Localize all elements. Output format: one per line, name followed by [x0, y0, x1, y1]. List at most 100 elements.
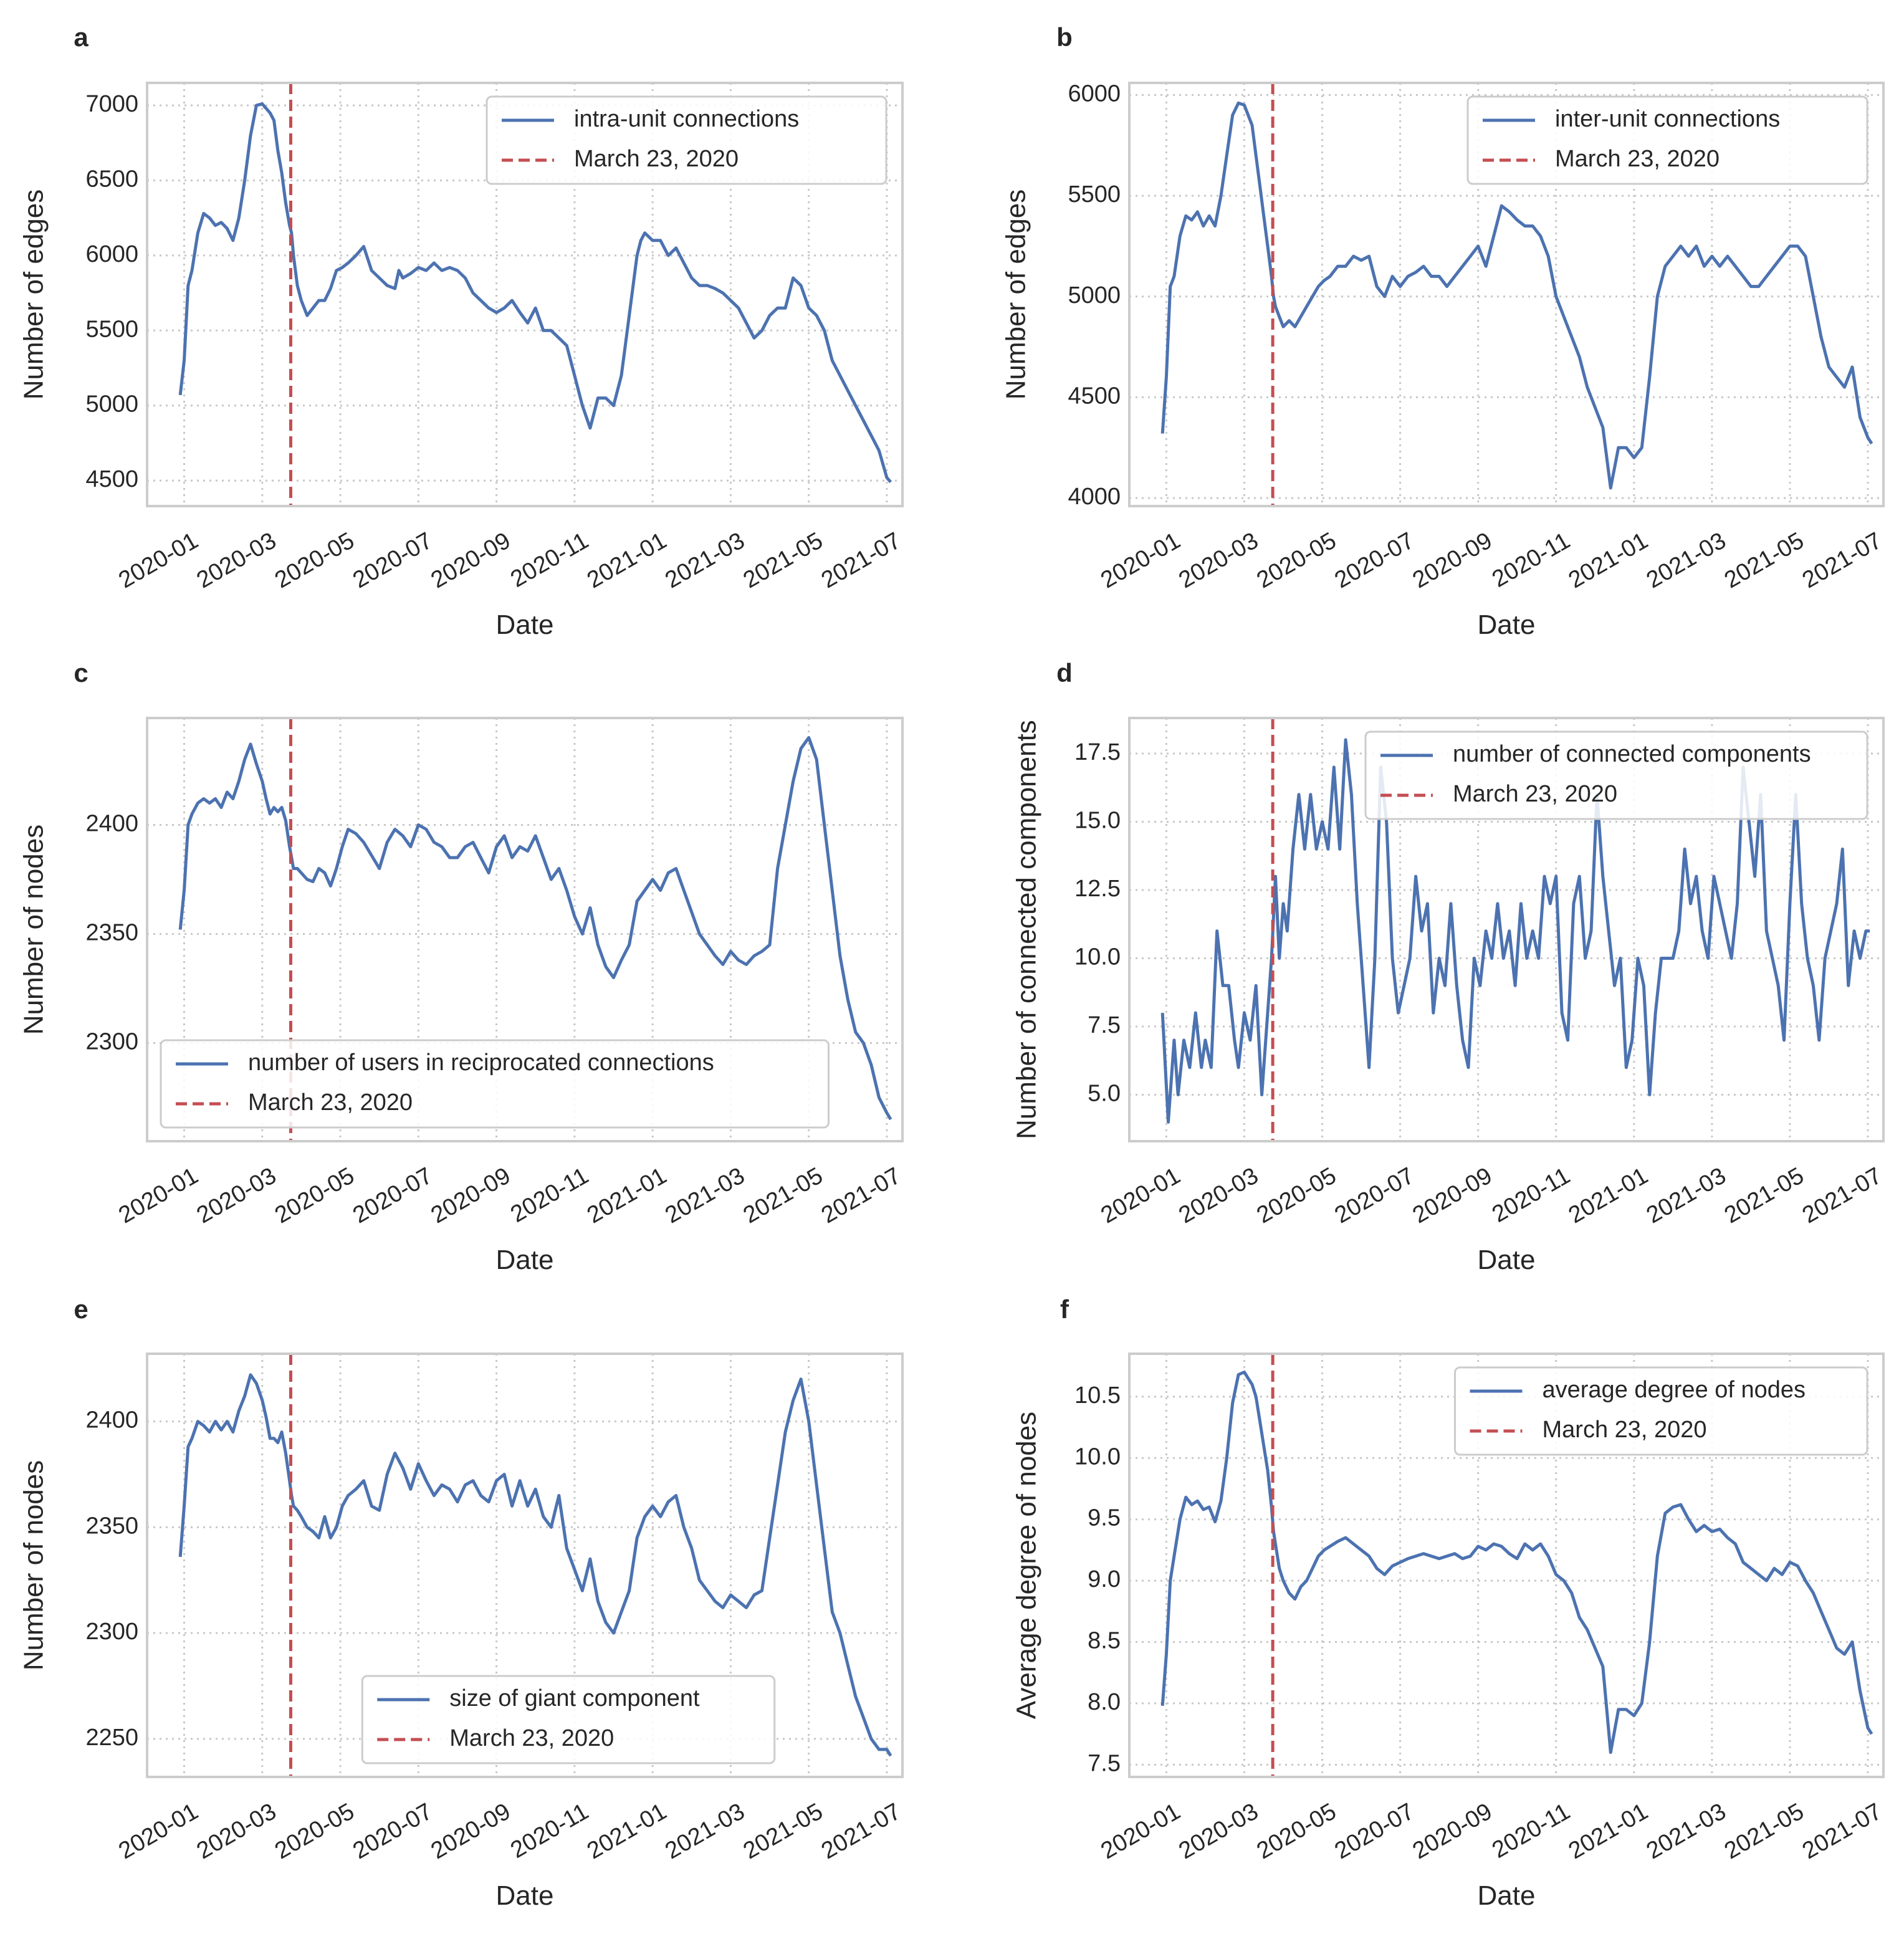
- x-tick-label: 2021-03: [1642, 1162, 1731, 1228]
- x-tick-label: 2020-07: [348, 1798, 437, 1864]
- y-tick-label: 6000: [1068, 80, 1121, 107]
- y-tick-label: 5500: [85, 316, 138, 342]
- x-tick-label: 2020-11: [506, 1798, 593, 1864]
- y-tick-label: 10.0: [1074, 1443, 1121, 1470]
- legend-event-label: March 23, 2020: [1453, 781, 1617, 807]
- y-tick-label: 2400: [85, 811, 138, 837]
- x-axis-label: Date: [1478, 610, 1536, 640]
- x-tick-label: 2020-05: [1252, 527, 1341, 593]
- y-axis-label: Number of edges: [19, 189, 49, 400]
- x-tick-label: 2021-03: [1642, 1798, 1731, 1864]
- y-tick-label: 8.5: [1088, 1628, 1121, 1654]
- legend-series-label: intra-unit connections: [574, 106, 799, 132]
- legend-series-label: size of giant component: [449, 1685, 700, 1711]
- x-tick-label: 2020-01: [1096, 527, 1185, 593]
- x-tick-label: 2021-05: [739, 527, 828, 593]
- plot-frame: [146, 82, 904, 507]
- x-tick-label: 2020-05: [270, 1162, 359, 1228]
- x-tick-label: 2021-03: [661, 1162, 749, 1228]
- x-tick-label: 2020-01: [1096, 1798, 1185, 1864]
- plot-frame: [1128, 1352, 1885, 1778]
- legend-event-label: March 23, 2020: [248, 1089, 413, 1116]
- x-tick-label: 2021-01: [583, 1798, 671, 1864]
- x-tick-label: 2020-03: [1174, 1798, 1263, 1864]
- legend-box: [1364, 730, 1868, 820]
- y-tick-label: 5000: [1068, 282, 1121, 309]
- legend-series-label: number of users in reciprocated connecti…: [248, 1050, 714, 1076]
- x-tick-label: 2020-05: [1252, 1798, 1341, 1864]
- y-tick-label: 10.5: [1074, 1382, 1121, 1409]
- legend: average degree of nodes March 23, 2020: [1454, 1366, 1868, 1456]
- x-tick-label: 2020-09: [427, 1798, 515, 1864]
- x-tick-label: 2020-07: [1331, 527, 1419, 593]
- x-tick-label: 2021-01: [1564, 1798, 1653, 1864]
- y-tick-label: 5500: [1068, 181, 1121, 208]
- panel-d: d5.07.510.012.515.017.52020-012020-03202…: [1012, 658, 1887, 1275]
- legend: intra-unit connections March 23, 2020: [486, 95, 887, 185]
- x-tick-label: 2021-05: [1720, 527, 1809, 593]
- x-tick-label: 2020-03: [1174, 527, 1263, 593]
- x-tick-label: 2020-09: [427, 1162, 515, 1228]
- x-axis-label: Date: [1478, 1245, 1536, 1275]
- y-axis-label: Average degree of nodes: [1012, 1412, 1042, 1719]
- x-tick-label: 2020-09: [427, 527, 515, 593]
- y-tick-label: 15.0: [1074, 807, 1121, 833]
- x-tick-label: 2020-03: [1174, 1162, 1263, 1228]
- x-tick-label: 2020-11: [1488, 1162, 1574, 1228]
- grid: [1129, 718, 1883, 1141]
- x-tick-label: 2020-01: [114, 527, 203, 593]
- y-tick-label: 2350: [85, 1513, 138, 1539]
- y-tick-label: 7.5: [1088, 1012, 1121, 1038]
- legend-box: [1466, 95, 1868, 185]
- y-axis-label: Number of nodes: [19, 1460, 49, 1671]
- legend-event-label: March 23, 2020: [574, 146, 739, 172]
- x-tick-label: 2021-07: [1798, 527, 1887, 593]
- plot-frame: [146, 717, 904, 1142]
- x-tick-label: 2020-07: [348, 1162, 437, 1228]
- y-axis-label: Number of connected components: [1012, 720, 1042, 1139]
- x-axis-label: Date: [496, 1880, 554, 1911]
- legend-event-label: March 23, 2020: [1543, 1417, 1707, 1443]
- x-tick-label: 2020-07: [348, 527, 437, 593]
- legend: inter-unit connections March 23, 2020: [1466, 95, 1868, 185]
- x-axis-label: Date: [1478, 1880, 1536, 1911]
- x-tick-label: 2021-03: [1642, 527, 1731, 593]
- x-tick-label: 2021-07: [1798, 1798, 1887, 1864]
- series-line: [178, 736, 892, 1121]
- panel-label: d: [1056, 658, 1073, 687]
- x-tick-label: 2020-07: [1331, 1798, 1419, 1864]
- panel-label: f: [1060, 1295, 1069, 1324]
- x-tick-label: 2020-05: [270, 527, 359, 593]
- y-tick-label: 2350: [85, 920, 138, 946]
- y-tick-label: 6000: [85, 241, 138, 267]
- panel-b: b400045005000550060002020-012020-032020-…: [1001, 22, 1887, 640]
- y-tick-label: 2300: [85, 1619, 138, 1645]
- x-tick-label: 2021-05: [739, 1162, 828, 1228]
- series-line: [1160, 1371, 1873, 1754]
- legend-box: [1454, 1366, 1868, 1456]
- y-tick-label: 4500: [85, 466, 138, 492]
- series-line: [178, 1373, 892, 1757]
- y-tick-label: 5000: [85, 391, 138, 418]
- series-line: [1160, 101, 1873, 490]
- x-tick-label: 2021-03: [661, 527, 749, 593]
- y-axis-label: Number of nodes: [19, 825, 49, 1035]
- legend: number of users in reciprocated connecti…: [160, 1039, 830, 1129]
- x-tick-label: 2020-11: [1488, 1798, 1574, 1864]
- x-tick-label: 2020-01: [1096, 1162, 1185, 1228]
- legend-series-label: average degree of nodes: [1543, 1377, 1806, 1403]
- legend-event-label: March 23, 2020: [1555, 146, 1720, 172]
- x-tick-label: 2020-09: [1409, 527, 1497, 593]
- y-tick-label: 6500: [85, 166, 138, 193]
- x-tick-label: 2020-01: [114, 1798, 203, 1864]
- y-tick-label: 7.5: [1088, 1750, 1121, 1776]
- y-tick-label: 7000: [85, 91, 138, 117]
- x-tick-label: 2021-07: [817, 527, 906, 593]
- y-tick-label: 4000: [1068, 484, 1121, 510]
- panel-c: c2300235024002020-012020-032020-052020-0…: [19, 658, 906, 1275]
- plot-frame: [1128, 717, 1885, 1142]
- x-tick-label: 2021-01: [583, 1162, 671, 1228]
- x-tick-label: 2021-03: [661, 1798, 749, 1864]
- legend: size of giant component March 23, 2020: [361, 1675, 776, 1764]
